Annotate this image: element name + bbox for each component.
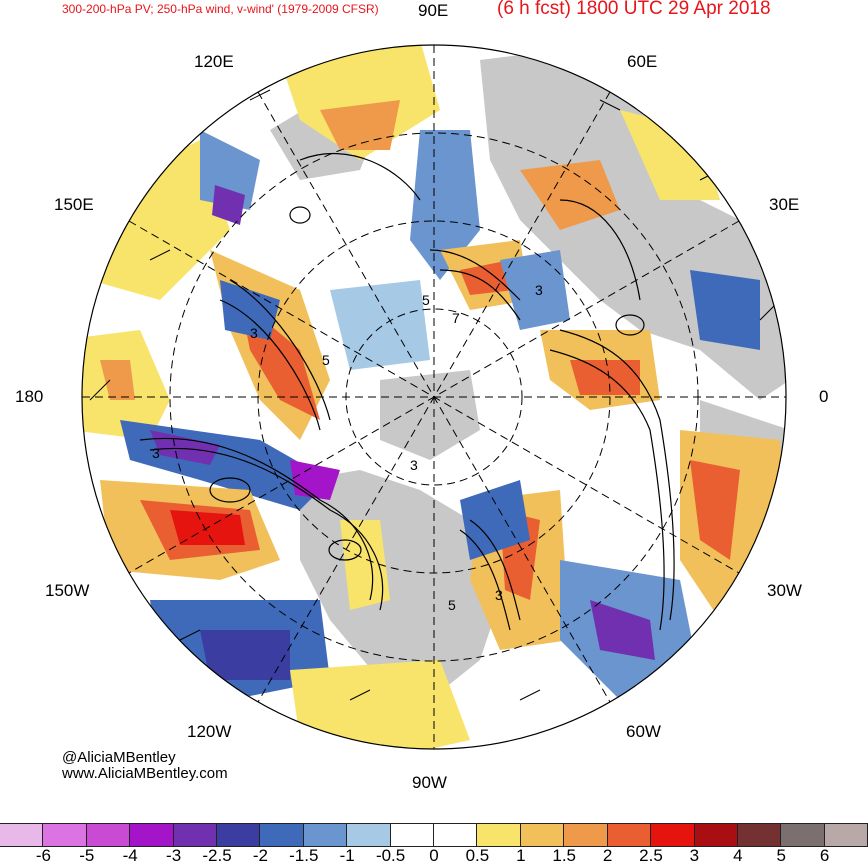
colorbar-swatch [563, 823, 608, 847]
label-0: 0 [819, 387, 829, 406]
pv-anomaly-fills [82, 45, 786, 749]
contour-label-9: 3 [495, 587, 503, 603]
contour-label-1: 5 [422, 292, 430, 308]
colorbar-tick-label: -2.5 [202, 846, 232, 865]
colorbar-swatch [476, 823, 521, 847]
colorbar-swatch [519, 823, 565, 847]
contour-label-4: 3 [250, 325, 258, 341]
colorbar-tick-label: -1 [339, 846, 355, 865]
contour-label-2: 3 [535, 282, 543, 298]
colorbar-swatch [346, 823, 391, 847]
colorbar-tick-label: 4 [733, 846, 743, 865]
label-180: 180 [15, 387, 44, 406]
contour-label-3: 5 [322, 352, 330, 368]
colorbar-swatch [172, 823, 218, 847]
colorbar-tick-label: 0 [429, 846, 439, 865]
polar-map: 5 3 5 3 7 3 3 5 3 [81, 44, 787, 750]
label-150e: 150E [54, 195, 94, 214]
label-150w: 150W [45, 581, 90, 600]
colorbar-tick-label: -2 [252, 846, 268, 865]
colorbar-swatch [606, 823, 652, 847]
colorbar-swatch [433, 823, 478, 847]
colorbar-swatch [780, 823, 825, 847]
colorbar-tick-label: 3 [689, 846, 700, 865]
colorbar-swatch [302, 823, 348, 847]
contour-label-6: 3 [152, 445, 160, 461]
colorbar-tick-label: 5 [776, 846, 786, 865]
contour-label-8: 5 [448, 597, 456, 613]
title-right: (6 h fcst) 1800 UTC 29 Apr 2018 [497, 0, 771, 19]
colorbar-swatch [42, 823, 87, 847]
colorbar-swatch [823, 823, 868, 847]
colorbar-tick-label: -3 [166, 846, 182, 865]
colorbar-tick-label: -0.5 [375, 846, 406, 865]
pv-contours [139, 152, 675, 631]
label-90w: 90W [412, 773, 447, 792]
colorbar-swatch [129, 823, 174, 847]
label-120w: 120W [187, 722, 232, 741]
colorbar-tick-label: -1.5 [289, 846, 319, 865]
colorbar-tick-label: 6 [819, 846, 830, 865]
label-30e: 30E [769, 195, 800, 214]
contour-label-7: 3 [410, 457, 418, 473]
colorbar-ticks: -6 -5 -4 -3 -2.5 -2 -1.5 -1 -0.5 0 0.5 1 1.5 2 2.5 3 4 5 6 [0, 846, 868, 865]
colorbar-swatch [259, 823, 304, 847]
label-120e: 120E [194, 52, 234, 71]
colorbar-swatch [389, 823, 435, 847]
credit-handle: @AliciaMBentley [62, 749, 176, 766]
colorbar-swatch [216, 823, 261, 847]
colorbar-tick-label: 1 [516, 846, 526, 865]
label-60e: 60E [627, 52, 658, 71]
colorbar [0, 823, 868, 847]
title-left: 300-200-hPa PV; 250-hPa wind, v-wind' (1… [62, 2, 379, 16]
map-border [81, 44, 787, 750]
label-90e: 90E [418, 1, 449, 20]
colorbar-swatch [0, 823, 44, 847]
credit-site: www.AliciaMBentley.com [62, 765, 228, 782]
contour-labels: 5 3 5 3 7 3 3 5 3 [152, 282, 543, 613]
colorbar-tick-label: -6 [35, 846, 51, 865]
label-30w: 30W [767, 581, 802, 600]
contour-label-5: 7 [452, 310, 460, 326]
colorbar-swatch [693, 823, 738, 847]
colorbar-tick-label: 0.5 [465, 846, 490, 865]
colorbar-tick-label: -5 [79, 846, 95, 865]
colorbar-tick-label: 2.5 [639, 846, 663, 865]
meridians [82, 45, 786, 749]
colorbar-swatch [650, 823, 695, 847]
colorbar-swatch [85, 823, 131, 847]
colorbar-swatch [736, 823, 782, 847]
colorbar-tick-label: 2 [602, 846, 613, 865]
label-60w: 60W [626, 722, 661, 741]
colorbar-tick-label: 1.5 [552, 846, 577, 865]
colorbar-tick-label: -4 [122, 846, 138, 865]
